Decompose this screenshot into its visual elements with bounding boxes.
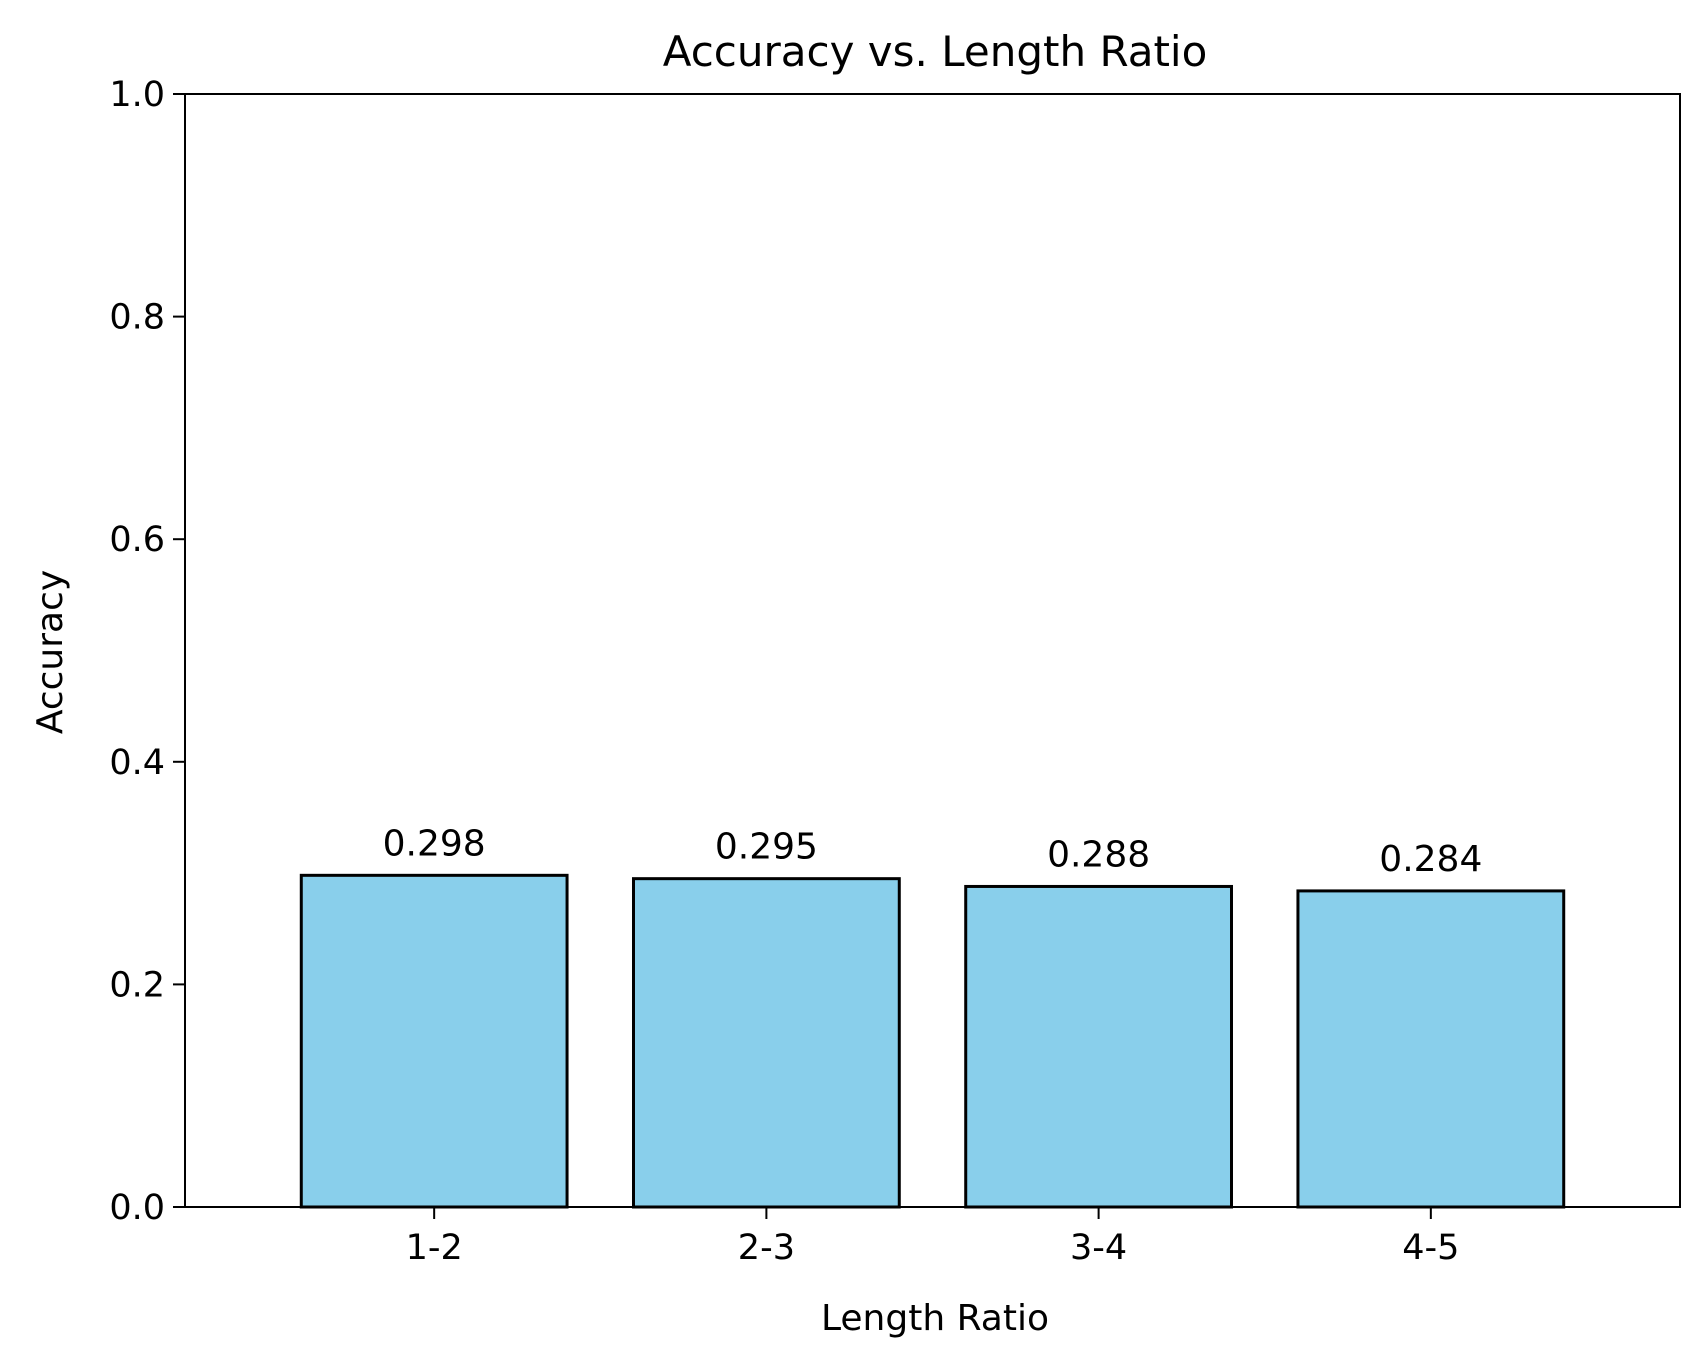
y-axis-label: Accuracy bbox=[30, 570, 71, 734]
x-axis-label: Length Ratio bbox=[821, 1298, 1049, 1339]
bar-value-label: 0.295 bbox=[715, 827, 818, 868]
y-tick-label: 0.4 bbox=[109, 743, 165, 783]
x-tick-label: 2-3 bbox=[738, 1228, 795, 1268]
x-tick-label: 4-5 bbox=[1402, 1228, 1459, 1268]
y-tick-label: 1.0 bbox=[109, 75, 165, 115]
bar-4-5 bbox=[1296, 889, 1566, 1209]
y-tick-label: 0.2 bbox=[109, 965, 165, 1005]
bar-value-label: 0.288 bbox=[1047, 834, 1150, 875]
y-tick-label: 0.0 bbox=[109, 1188, 165, 1228]
bar-2-3 bbox=[632, 877, 901, 1209]
bar-value-label: 0.284 bbox=[1379, 839, 1482, 880]
chart-title: Accuracy vs. Length Ratio bbox=[663, 27, 1208, 76]
x-tick-label: 3-4 bbox=[1070, 1228, 1127, 1268]
y-tick-label: 0.8 bbox=[109, 298, 165, 338]
y-tick-label: 0.6 bbox=[109, 520, 165, 560]
bar-value-label: 0.298 bbox=[383, 823, 486, 864]
x-tick-label: 1-2 bbox=[406, 1228, 463, 1268]
plot-frame bbox=[184, 93, 1681, 1208]
bar-1-2 bbox=[299, 873, 569, 1209]
plot-area: 0.298 1-2 0.295 2-3 0.288 3-4 0.284 4-5 0.0 0.2 0.… bbox=[109, 75, 1681, 1268]
bar-3-4 bbox=[964, 884, 1233, 1209]
